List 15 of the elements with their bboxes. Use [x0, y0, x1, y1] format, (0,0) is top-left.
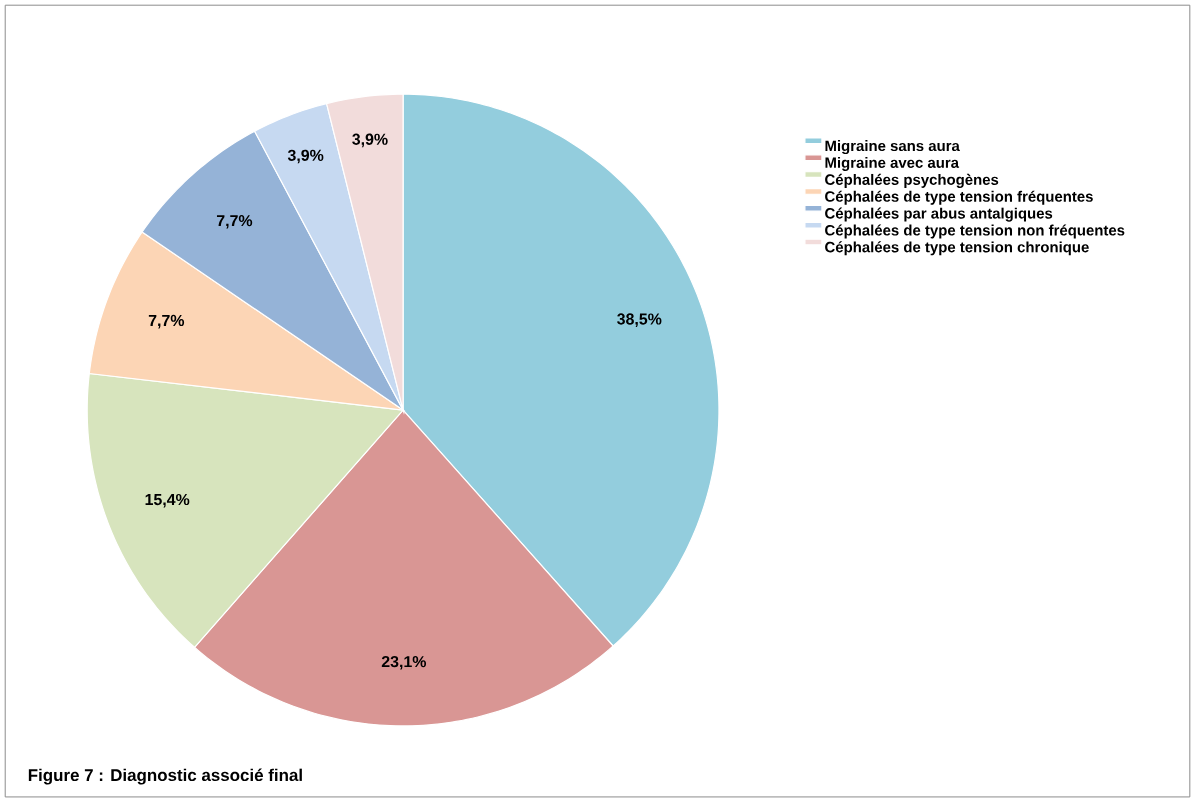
legend-label: Céphalées psychogènes [825, 173, 999, 188]
caption: Figure 7 : Diagnostic associé final [28, 768, 302, 785]
data-label: 23,1% [381, 655, 427, 670]
legend-label: Céphalées par abus antalgiques [825, 207, 1053, 222]
data-label: 15,4% [145, 493, 190, 508]
legend-label: Céphalées de type tension non fréquentes [825, 224, 1125, 239]
legend-label: Céphalées de type tension chronique [825, 241, 1089, 256]
data-label: 38,5% [617, 313, 662, 327]
legend-label: Migraine avec aura [825, 156, 960, 171]
data-label: 3,9% [352, 133, 388, 148]
data-label: 3,9% [287, 149, 324, 164]
data-label: 7,7% [148, 314, 185, 329]
legend-label: Migraine sans aura [825, 140, 960, 155]
legend-label: Céphalées de type tension fréquentes [825, 190, 1093, 205]
data-label: 7,7% [216, 214, 253, 229]
